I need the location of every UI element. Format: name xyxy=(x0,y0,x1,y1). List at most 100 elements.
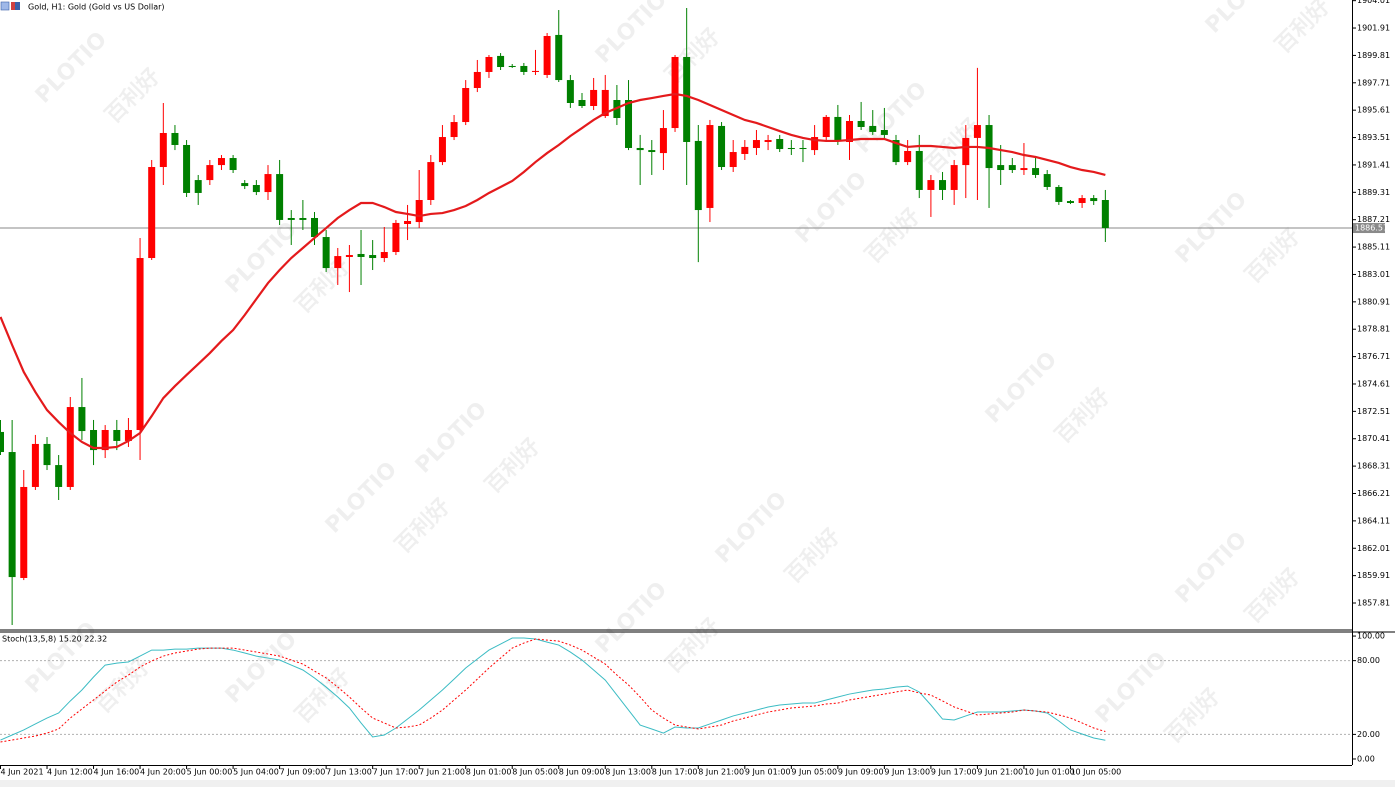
y-tick-label: 1893.51 xyxy=(1357,133,1390,142)
y2-tick-label: 80.00 xyxy=(1357,656,1380,665)
candle-body xyxy=(636,147,644,151)
candle-body xyxy=(322,237,330,269)
candle-body xyxy=(485,56,493,72)
x-tick-label: 4 Jun 20:00 xyxy=(140,768,186,777)
y-tick-label: 1901.91 xyxy=(1357,24,1390,33)
candle-body xyxy=(357,253,365,257)
candle-body xyxy=(20,486,28,578)
candle-body xyxy=(787,147,795,150)
candle-body xyxy=(252,185,260,193)
candle-body xyxy=(8,452,16,578)
candle-body xyxy=(834,116,842,141)
x-tick-label: 8 Jun 01:00 xyxy=(466,768,512,777)
candle-body xyxy=(915,150,923,190)
candle-body xyxy=(729,152,737,168)
candle-body xyxy=(1043,174,1051,187)
y2-tick-label: 0.00 xyxy=(1357,754,1375,763)
x-tick-label: 10 Jun 01:00 xyxy=(1024,768,1075,777)
candle-body xyxy=(276,174,284,220)
candle-body xyxy=(171,132,179,145)
candle-body xyxy=(369,255,377,259)
candle-body xyxy=(229,158,237,171)
x-tick-label: 9 Jun 09:00 xyxy=(838,768,884,777)
candle-body xyxy=(66,407,74,487)
x-tick-label: 8 Jun 09:00 xyxy=(559,768,605,777)
y-tick-label: 1904.01 xyxy=(1357,0,1390,5)
candle-body xyxy=(1020,168,1028,171)
candle-body xyxy=(671,56,679,129)
candle-body xyxy=(404,220,412,224)
y-tick-label: 1889.31 xyxy=(1357,188,1390,197)
candle-body xyxy=(438,137,446,163)
candle-body xyxy=(531,70,539,72)
candle-body xyxy=(566,80,574,104)
y2-tick-label: 100.00 xyxy=(1357,632,1385,641)
candle-body xyxy=(997,165,1005,171)
x-tick-label: 9 Jun 01:00 xyxy=(745,768,791,777)
candle-body xyxy=(299,217,307,220)
current-price-label: 1886.57 xyxy=(1355,224,1388,233)
candle-body xyxy=(1066,201,1074,204)
candle-body xyxy=(206,165,214,181)
y-tick-label: 1899.81 xyxy=(1357,51,1390,60)
y-tick-label: 1868.31 xyxy=(1357,462,1390,471)
x-tick-label: 8 Jun 21:00 xyxy=(698,768,744,777)
x-tick-label: 4 Jun 16:00 xyxy=(94,768,140,777)
indicator-label: Stoch(13,5,8) 15.20 22.32 xyxy=(2,635,107,644)
candle-body xyxy=(939,180,947,190)
candle-body xyxy=(741,146,749,154)
candle-body xyxy=(1055,186,1063,202)
candle-body xyxy=(1008,165,1016,171)
candle-body xyxy=(136,258,144,430)
x-tick-label: 8 Jun 13:00 xyxy=(605,768,651,777)
stoch-main xyxy=(0,637,1106,741)
candle-body xyxy=(415,200,423,223)
x-tick-label: 7 Jun 13:00 xyxy=(326,768,372,777)
candle-body xyxy=(985,125,993,169)
x-tick-label: 9 Jun 05:00 xyxy=(791,768,837,777)
y-tick-label: 1862.01 xyxy=(1357,544,1390,553)
x-tick-label: 8 Jun 05:00 xyxy=(512,768,558,777)
y-tick-label: 1870.41 xyxy=(1357,434,1390,443)
current-price-box xyxy=(1353,223,1385,234)
candle-body xyxy=(590,89,598,106)
candle-body xyxy=(857,120,865,127)
y2-tick-label: 20.00 xyxy=(1357,730,1380,739)
x-tick-label: 9 Jun 21:00 xyxy=(977,768,1023,777)
x-tick-label: 7 Jun 17:00 xyxy=(373,768,419,777)
y-tick-label: 1880.91 xyxy=(1357,297,1390,306)
candle-body xyxy=(776,138,784,150)
y-tick-label: 1885.11 xyxy=(1357,243,1390,252)
candle-body xyxy=(822,116,830,138)
candle-body xyxy=(311,217,319,238)
candle-body xyxy=(659,128,667,154)
candle-body xyxy=(1101,200,1109,229)
x-tick-label: 4 Jun 12:00 xyxy=(47,768,93,777)
candle-body xyxy=(892,140,900,163)
candle-body xyxy=(625,100,633,148)
x-tick-label: 8 Jun 17:00 xyxy=(652,768,698,777)
candle-body xyxy=(845,120,853,142)
candle-body xyxy=(1078,198,1086,204)
candle-body xyxy=(706,125,714,208)
candle-body xyxy=(241,183,249,187)
y-tick-label: 1874.61 xyxy=(1357,379,1390,388)
y-tick-label: 1857.81 xyxy=(1357,599,1390,608)
chart-title: Gold, H1: Gold (Gold vs US Dollar) xyxy=(28,3,165,12)
candle-body xyxy=(752,140,760,148)
candle-body xyxy=(113,429,121,441)
candle-body xyxy=(578,100,586,106)
candle-body xyxy=(648,150,656,153)
candle-body xyxy=(927,180,935,190)
candle-body xyxy=(601,89,609,117)
candle-body xyxy=(264,174,272,193)
candle-body xyxy=(520,65,528,72)
candle-body xyxy=(0,431,4,453)
candle-body xyxy=(1090,198,1098,202)
candle-body xyxy=(43,443,51,466)
candle-body xyxy=(345,255,353,257)
candle-body xyxy=(973,125,981,138)
candle-body xyxy=(497,55,505,68)
y-tick-label: 1876.71 xyxy=(1357,352,1390,361)
moving-average xyxy=(0,92,1106,450)
